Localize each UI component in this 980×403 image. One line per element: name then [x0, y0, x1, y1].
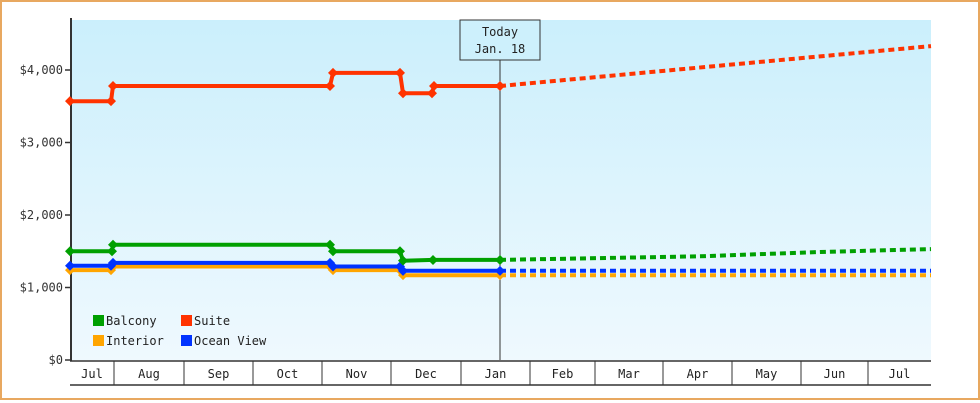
series-lines: [65, 44, 932, 281]
x-month-label: Jul: [81, 367, 103, 381]
x-month-label: Feb: [552, 367, 574, 381]
y-axis: $0 $1,000 $2,000 $3,000 $4,000: [20, 18, 72, 367]
x-month-label: Jan: [485, 367, 507, 381]
legend-label: Ocean View: [194, 334, 267, 348]
y-tick-label: $4,000: [20, 63, 63, 77]
today-callout: [459, 19, 541, 61]
y-tick-label: $0: [49, 353, 63, 367]
series-ocean-view: [65, 257, 931, 276]
today-label: Today: [482, 25, 518, 39]
legend-swatch: [93, 315, 104, 326]
data-point-marker[interactable]: [495, 265, 505, 276]
y-tick-label: $3,000: [20, 136, 63, 150]
legend-item-interior[interactable]: Interior: [93, 334, 164, 348]
data-point-marker[interactable]: [328, 246, 338, 257]
legend-item-ocean-view[interactable]: Ocean View: [181, 334, 267, 348]
today-marker: Today Jan. 18: [459, 19, 541, 360]
data-point-marker[interactable]: [427, 88, 437, 99]
y-tick-label: $1,000: [20, 281, 63, 295]
series-suite: [65, 44, 932, 107]
x-month-label: Nov: [346, 367, 368, 381]
legend-swatch: [181, 335, 192, 346]
x-month-label: Oct: [277, 367, 299, 381]
x-month-label: Apr: [687, 367, 709, 381]
legend-label: Balcony: [106, 314, 157, 328]
legend-label: Interior: [106, 334, 164, 348]
data-point-marker[interactable]: [328, 261, 338, 272]
data-point-marker[interactable]: [495, 80, 505, 91]
data-point-marker[interactable]: [107, 246, 117, 257]
projection-suite: [499, 44, 932, 88]
x-month-label: Mar: [618, 367, 640, 381]
x-month-label: Sep: [208, 367, 230, 381]
today-date: Jan. 18: [475, 42, 526, 56]
plot-area: [71, 20, 931, 360]
legend-item-balcony[interactable]: Balcony: [93, 314, 157, 328]
data-point-marker[interactable]: [108, 239, 118, 250]
data-point-marker[interactable]: [108, 257, 118, 268]
data-point-marker[interactable]: [65, 96, 75, 107]
x-axis: Jul Aug Sep Oct Nov Dec Jan Feb Mar Apr May Jun Jul: [70, 360, 931, 386]
legend-swatch: [93, 335, 104, 346]
data-point-marker[interactable]: [398, 255, 408, 266]
legend-swatch: [181, 315, 192, 326]
x-month-label: May: [756, 367, 778, 381]
data-point-marker[interactable]: [495, 254, 505, 265]
x-month-label: Aug: [138, 367, 160, 381]
x-month-label: Jun: [824, 367, 846, 381]
legend-item-suite[interactable]: Suite: [181, 314, 230, 328]
data-point-marker[interactable]: [108, 80, 118, 91]
x-month-label: Jul: [889, 367, 911, 381]
data-point-marker[interactable]: [429, 80, 439, 91]
data-point-marker[interactable]: [65, 260, 75, 271]
y-tick-label: $2,000: [20, 208, 63, 222]
data-point-marker[interactable]: [325, 80, 335, 91]
data-point-marker[interactable]: [106, 96, 116, 107]
x-month-label: Dec: [415, 367, 437, 381]
legend-label: Suite: [194, 314, 230, 328]
data-point-marker[interactable]: [398, 265, 408, 276]
projection-balcony: [499, 247, 932, 262]
data-point-marker[interactable]: [395, 246, 405, 257]
legend: Balcony Suite Interior Ocean View: [93, 314, 267, 348]
price-history-chart: $0 $1,000 $2,000 $3,000 $4,000 Jul Aug Sep Oct N…: [20, 18, 932, 386]
data-point-marker[interactable]: [328, 67, 338, 78]
data-point-marker[interactable]: [398, 88, 408, 99]
data-point-marker[interactable]: [428, 254, 438, 265]
data-point-marker[interactable]: [65, 246, 75, 257]
series-balcony: [65, 239, 932, 266]
data-point-marker[interactable]: [395, 67, 405, 78]
